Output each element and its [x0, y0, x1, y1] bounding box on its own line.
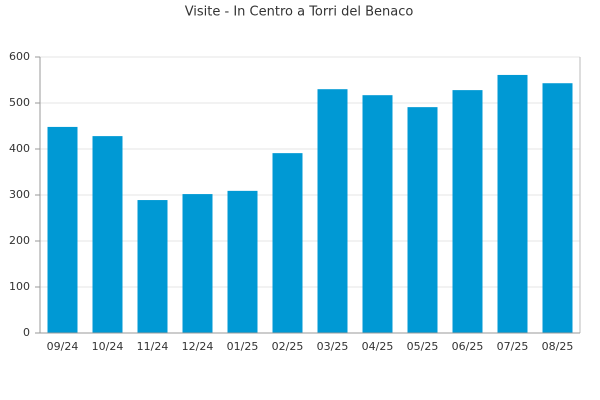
bar: [497, 74, 528, 333]
x-tick-label: 05/25: [407, 340, 439, 353]
bar: [272, 153, 303, 333]
bar: [317, 89, 348, 333]
x-tick-label: 12/24: [182, 340, 214, 353]
x-tick-label: 10/24: [92, 340, 124, 353]
bar: [452, 90, 483, 334]
bar: [362, 95, 393, 334]
y-tick-label: 400: [9, 142, 30, 155]
x-tick-label: 09/24: [47, 340, 79, 353]
x-tick-label: 03/25: [317, 340, 349, 353]
bar: [542, 83, 573, 333]
y-tick-label: 0: [23, 326, 30, 339]
x-tick-label: 02/25: [272, 340, 304, 353]
y-tick-label: 500: [9, 96, 30, 109]
y-tick-label: 200: [9, 234, 30, 247]
bar: [182, 194, 213, 333]
y-tick-label: 300: [9, 188, 30, 201]
bar: [137, 200, 168, 333]
x-tick-label: 04/25: [362, 340, 394, 353]
y-tick-label: 600: [9, 50, 30, 63]
x-tick-label: 08/25: [542, 340, 574, 353]
chart-title: Visite - In Centro a Torri del Benaco: [185, 5, 414, 20]
x-tick-label: 06/25: [452, 340, 484, 353]
x-tick-label: 01/25: [227, 340, 259, 353]
bar: [47, 126, 78, 333]
x-tick-label: 11/24: [137, 340, 169, 353]
bar: [92, 136, 123, 333]
y-tick-label: 100: [9, 280, 30, 293]
x-tick-label: 07/25: [497, 340, 529, 353]
bar: [407, 107, 438, 333]
bar: [227, 190, 258, 333]
